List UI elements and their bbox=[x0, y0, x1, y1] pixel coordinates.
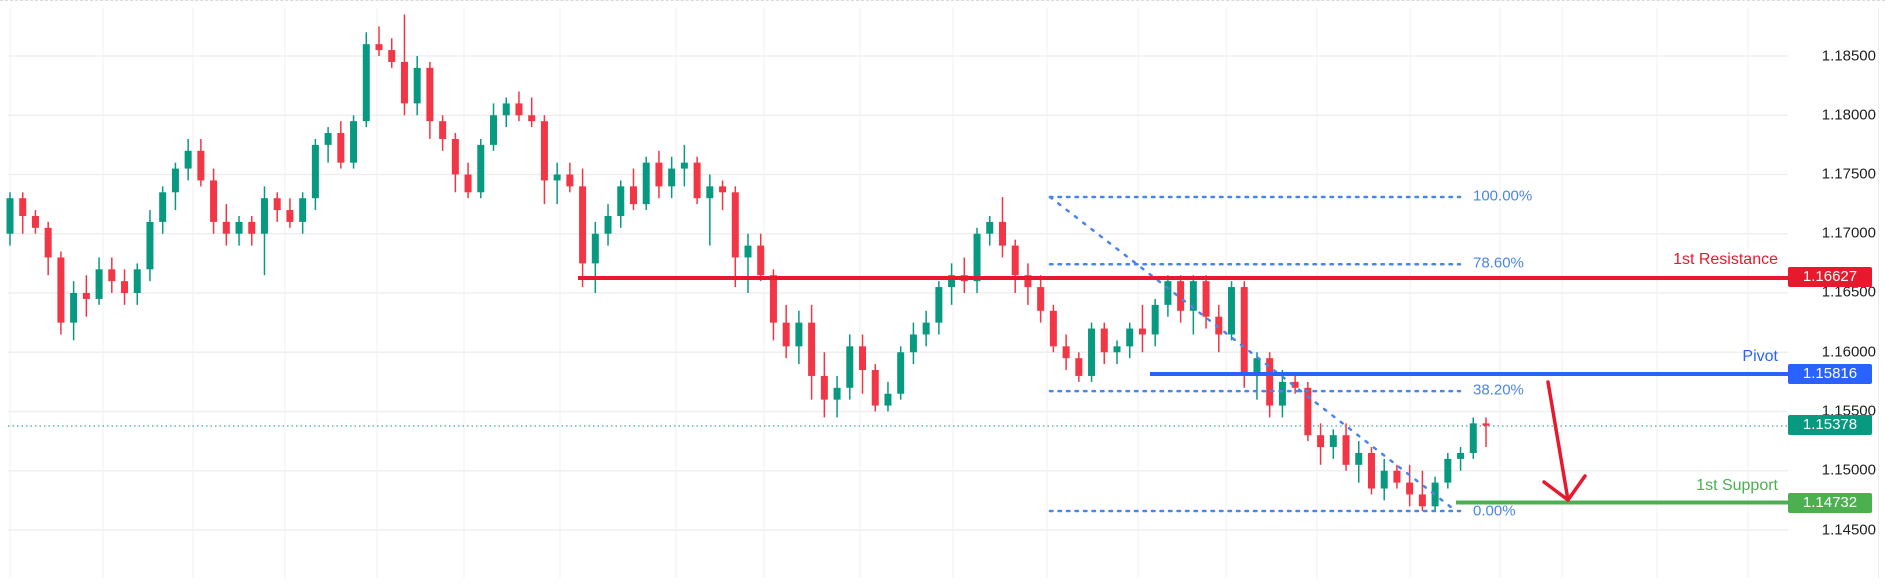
axis-tick: 1.14500 bbox=[1821, 521, 1876, 539]
sr-level-lines[interactable] bbox=[578, 275, 1788, 505]
axis-tick: 1.18000 bbox=[1821, 106, 1876, 124]
fib-label-100: 100.00% bbox=[1473, 187, 1533, 205]
price-axis-separator bbox=[1878, 8, 1879, 578]
axis-tick: 1.16500 bbox=[1821, 283, 1876, 301]
support-price-tag: 1.14732 bbox=[1788, 493, 1872, 513]
pivot-price-tag: 1.15816 bbox=[1788, 364, 1872, 384]
down-arrow-icon bbox=[1542, 380, 1587, 502]
axis-tick: 1.16000 bbox=[1821, 343, 1876, 361]
axis-tick: 1.15000 bbox=[1821, 461, 1876, 479]
resistance-price-tag: 1.16627 bbox=[1788, 267, 1872, 287]
pivot-label: Pivot bbox=[1742, 348, 1778, 365]
axis-tick: 1.17500 bbox=[1821, 165, 1876, 183]
fib-label-382: 38.20% bbox=[1473, 381, 1524, 399]
fibonacci-retracement[interactable] bbox=[1048, 195, 1462, 513]
resistance-label: 1st Resistance bbox=[1673, 251, 1778, 268]
axis-tick: 1.18500 bbox=[1821, 47, 1876, 65]
top-border bbox=[0, 0, 1885, 2]
support-label: 1st Support bbox=[1696, 477, 1778, 494]
axis-tick: 1.17000 bbox=[1821, 224, 1876, 242]
grid-lines bbox=[8, 8, 1788, 578]
fib-label-786: 78.60% bbox=[1473, 254, 1524, 272]
fib-label-0: 0.00% bbox=[1473, 502, 1516, 520]
candlesticks bbox=[6, 14, 1490, 512]
current-price-tag: 1.15378 bbox=[1788, 415, 1872, 435]
